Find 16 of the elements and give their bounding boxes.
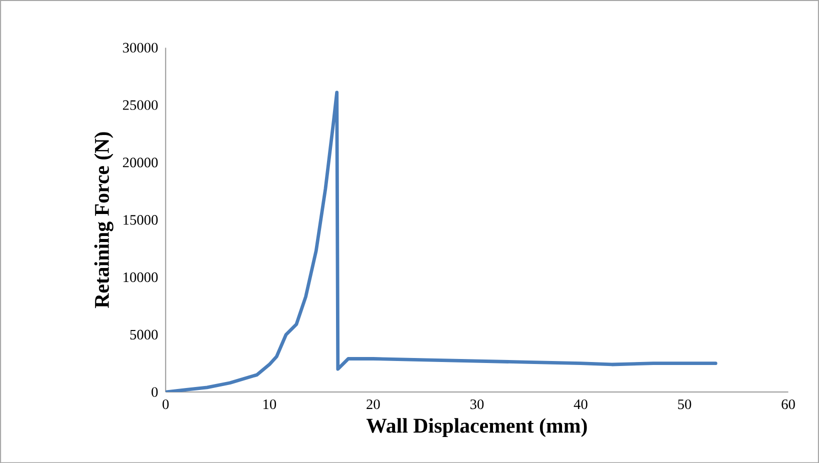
x-tick-label: 40: [574, 399, 588, 409]
y-tick-label: 15000: [124, 214, 158, 225]
y-tick-label: 10000: [124, 272, 158, 282]
y-tick-label: 25000: [122, 100, 158, 110]
x-tick-label: 10: [263, 399, 276, 409]
x-tick-label: 20: [366, 399, 380, 409]
y-tick-label: 0: [152, 387, 158, 397]
x-tick-label: 0: [162, 399, 169, 409]
y-tick-label: 20000: [122, 157, 158, 168]
y-tick-label: 5000: [130, 330, 158, 340]
x-tick-label: 60: [782, 399, 795, 409]
x-tick-label: 50: [678, 399, 692, 409]
y-tick-label: 30000: [123, 42, 158, 52]
x-axis-title: Wall Displacement (mm): [366, 418, 587, 437]
x-tick-label: 30: [470, 399, 484, 409]
y-axis-title: Retaining Force (N): [94, 132, 114, 308]
